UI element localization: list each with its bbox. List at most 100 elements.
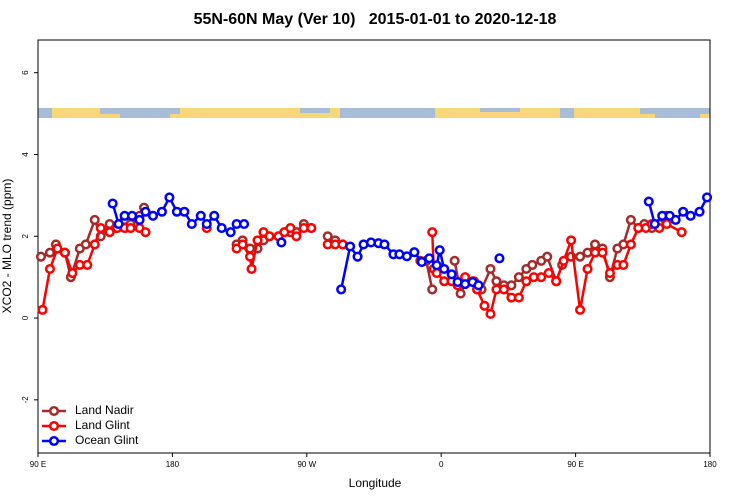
legend-label: Ocean Glint: [75, 433, 139, 447]
data-point: [558, 255, 569, 266]
data-point: [252, 235, 263, 246]
data-point: [455, 288, 466, 299]
data-point: [59, 247, 70, 258]
data-point: [649, 218, 660, 230]
data-point: [216, 223, 227, 234]
data-point: [536, 272, 547, 283]
data-point: [401, 251, 412, 262]
data-point: [379, 239, 390, 250]
x-tick-label: 90 E: [30, 460, 46, 469]
data-point: [246, 263, 257, 275]
map-ocean: [655, 113, 700, 118]
data-point: [67, 268, 78, 279]
data-point: [164, 192, 175, 203]
data-point: [582, 263, 593, 275]
data-point: [473, 280, 484, 291]
data-point: [156, 206, 167, 217]
legend-swatch-marker: [48, 435, 60, 447]
data-point: [179, 206, 190, 217]
data-point: [127, 210, 138, 221]
data-point: [685, 210, 696, 221]
plot-frame: [37, 39, 711, 454]
map-ocean: [480, 108, 520, 112]
data-point: [134, 214, 145, 225]
data-point: [225, 227, 236, 238]
data-point: [209, 210, 220, 221]
data-point: [285, 223, 296, 234]
data-point: [186, 218, 197, 230]
data-point: [575, 304, 586, 315]
data-point: [147, 210, 159, 221]
y-tick-label: -2: [21, 396, 30, 404]
data-point: [195, 210, 206, 221]
data-point: [543, 268, 554, 279]
data-point: [306, 223, 317, 234]
data-point: [551, 276, 562, 287]
data-point: [694, 206, 705, 217]
data-point: [409, 247, 420, 258]
data-point: [264, 231, 275, 242]
map-ocean: [640, 108, 710, 114]
y-tick-label: 2: [21, 234, 30, 239]
data-point: [449, 255, 460, 266]
data-point: [678, 206, 689, 217]
data-point: [513, 292, 524, 303]
data-point: [566, 235, 577, 246]
data-point: [416, 256, 427, 268]
data-point: [676, 227, 687, 238]
data-point: [527, 259, 538, 270]
data-point: [44, 247, 55, 258]
y-tick-label: 6: [21, 70, 30, 75]
data-point: [239, 218, 250, 230]
data-point: [276, 237, 287, 248]
data-point: [52, 243, 63, 254]
data-point: [352, 251, 363, 262]
data-point: [113, 218, 124, 230]
data-point: [597, 247, 608, 258]
y-axis-label: XCO2 - MLO trend (ppm): [0, 179, 14, 314]
map-ocean: [120, 113, 170, 118]
data-point: [37, 304, 48, 315]
data-point: [431, 260, 442, 271]
data-point: [140, 227, 151, 238]
y-tick-label: 4: [21, 152, 30, 157]
data-point: [201, 218, 212, 230]
y-tick-label: 0: [21, 315, 30, 320]
data-point: [485, 263, 496, 275]
data-point: [575, 251, 586, 262]
data-point: [479, 300, 490, 311]
data-point: [424, 253, 435, 264]
series-line: [430, 222, 683, 316]
map-ocean: [300, 108, 330, 113]
data-point: [643, 196, 654, 207]
map-ocean: [560, 108, 574, 118]
data-point: [80, 239, 91, 250]
x-tick-label: 180: [166, 460, 180, 469]
data-point: [661, 218, 672, 230]
data-point: [625, 239, 636, 250]
data-point: [291, 231, 302, 242]
data-point: [345, 241, 356, 252]
data-point: [95, 223, 106, 234]
data-point: [498, 284, 509, 295]
x-tick-label: 90 E: [567, 460, 583, 469]
data-point: [485, 308, 496, 320]
data-point: [506, 280, 517, 291]
data-point: [125, 223, 136, 234]
data-point: [237, 239, 248, 250]
data-point: [89, 239, 100, 250]
data-point: [670, 214, 681, 225]
data-point: [35, 251, 47, 262]
data-point: [89, 214, 100, 225]
data-point: [494, 253, 505, 264]
data-point: [521, 276, 532, 287]
data-point: [513, 272, 524, 283]
legend-swatch-marker: [48, 420, 60, 432]
data-point: [107, 198, 118, 209]
chart-title: 55N-60N May (Ver 10) 2015-01-01 to 2020-…: [194, 11, 557, 28]
data-point: [44, 263, 55, 275]
x-tick-label: 0: [439, 460, 444, 469]
series: [37, 218, 687, 320]
